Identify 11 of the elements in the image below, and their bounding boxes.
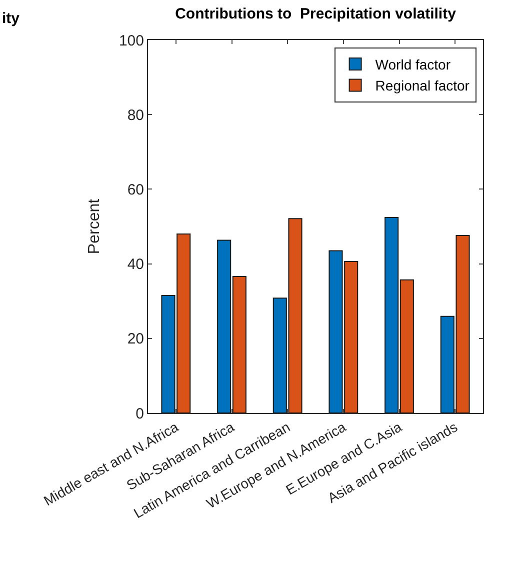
y-tick-label: 40 (127, 256, 144, 274)
y-tick-label: 60 (127, 181, 144, 198)
y-axis-title: Percent (86, 198, 103, 254)
y-tick-label: 100 (118, 32, 144, 50)
y-tick-label: 20 (127, 330, 144, 348)
legend-label: Regional factor (375, 78, 470, 94)
text: ity (2, 10, 20, 27)
y-tick-label: 0 (136, 405, 144, 422)
y-tick-label: 80 (127, 106, 144, 124)
chart-title: Contributions to Precipitation volatility (175, 6, 457, 22)
legend-label: World factor (375, 56, 451, 73)
